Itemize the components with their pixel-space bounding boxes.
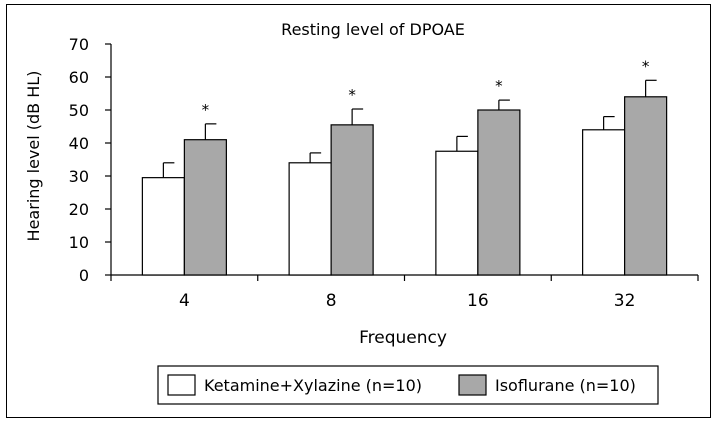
y-tick-label: 0: [79, 266, 89, 285]
legend-label: Isoflurane (n=10): [495, 376, 636, 395]
bar: [435, 150, 479, 276]
y-tick-label: 50: [69, 101, 89, 120]
y-tick-label: 20: [69, 200, 89, 219]
y-tick-label: 10: [69, 233, 89, 252]
x-tick-label: 8: [326, 291, 337, 311]
legend: Ketamine+Xylazine (n=10) Isoflurane (n=10…: [157, 365, 659, 405]
x-tick-label: 16: [467, 291, 489, 311]
y-tick-label: 70: [69, 35, 89, 54]
bar: [582, 129, 626, 276]
bar: [330, 124, 374, 276]
bar: [624, 96, 668, 276]
x-tick-label: 4: [179, 291, 190, 311]
plot-area: 0 10 20 30 40 50 60 70 * 4 * 8 * 16 * 32: [69, 35, 699, 311]
legend-swatch: [167, 374, 196, 396]
y-axis-label: Hearing level (dB HL): [24, 71, 43, 242]
legend-box: [157, 365, 659, 405]
bar: [141, 177, 185, 276]
y-tick-label: 30: [69, 167, 89, 186]
bar: [183, 139, 227, 276]
legend-swatch: [458, 374, 487, 396]
legend-label: Ketamine+Xylazine (n=10): [204, 376, 422, 395]
significance-marker: *: [495, 77, 503, 95]
chart-title: Resting level of DPOAE: [281, 20, 465, 39]
y-tick-label: 60: [69, 68, 89, 87]
x-axis-label: Frequency: [359, 328, 447, 348]
x-tick-label: 32: [614, 291, 636, 311]
bar: [477, 109, 521, 276]
significance-marker: *: [348, 86, 356, 104]
y-tick-label: 40: [69, 134, 89, 153]
significance-marker: *: [202, 101, 210, 119]
significance-marker: *: [642, 57, 650, 75]
bar: [288, 162, 332, 276]
